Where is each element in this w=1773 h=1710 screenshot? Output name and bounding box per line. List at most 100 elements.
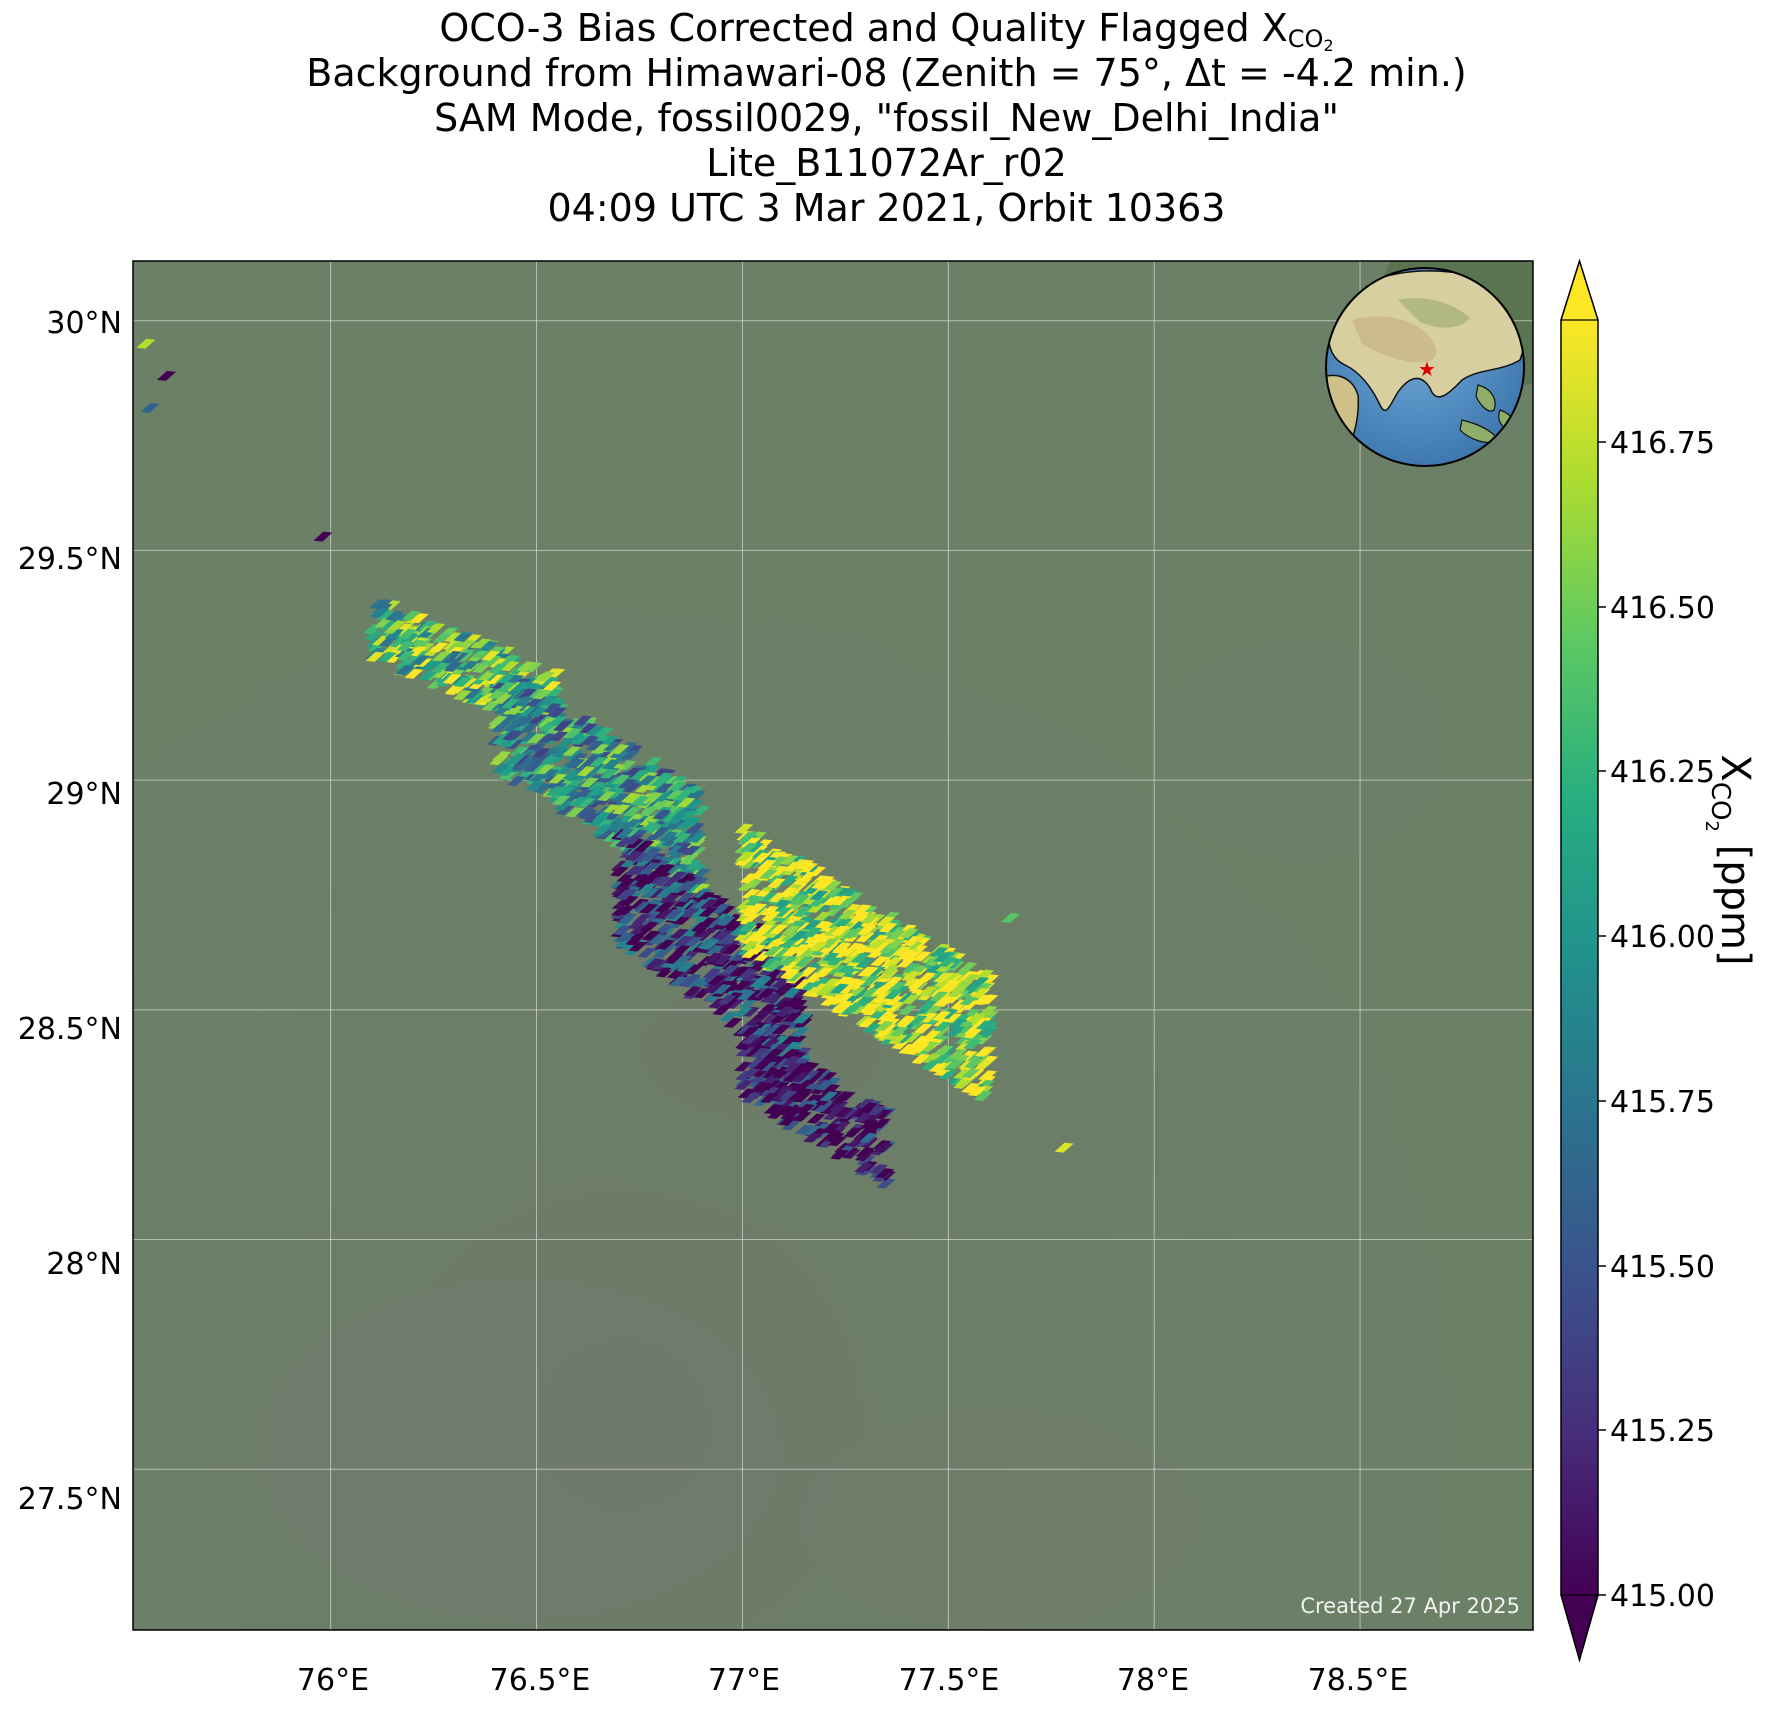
xco2-footprint [478,641,498,652]
xco2-footprint [731,966,751,977]
xco2-footprint [413,658,433,669]
xco2-footprint [723,1017,743,1028]
xco2-footprint [921,1053,941,1064]
target-star-icon: ★ [1418,357,1436,381]
xco2-footprint [973,1060,993,1071]
xco2-footprint [762,1068,782,1079]
xco2-footprint [741,1006,761,1017]
lat-tick-label: 27.5°N [18,1482,122,1517]
xco2-footprint [814,1102,834,1113]
xco2-footprint [668,976,688,987]
lon-tick-label: 76.5°E [490,1663,591,1698]
xco2-footprint [941,979,961,990]
xco2-footprint [822,895,842,906]
xco2-footprint [774,985,794,996]
xco2-footprint [750,1047,770,1058]
xco2-footprint [551,795,571,806]
xco2-footprint [717,994,737,1005]
xco2-footprint [698,907,718,918]
xco2-footprint [590,743,610,754]
xco2-footprint [901,994,921,1005]
xco2-footprint [833,1092,853,1103]
xco2-footprint [761,910,781,921]
xco2-footprint [493,693,513,704]
xco2-footprint [615,828,635,839]
xco2-footprint [643,757,663,768]
xco2-footprint [721,960,741,971]
xco2-footprint [661,893,681,904]
xco2-footprint [819,938,839,949]
xco2-footprint [961,1082,981,1093]
xco2-footprint [683,936,703,947]
xco2-footprint [490,722,510,733]
xco2-footprint [410,655,430,666]
xco2-footprint [974,1020,994,1031]
xco2-footprint [778,955,798,966]
xco2-footprint [509,746,529,757]
xco2-footprint [417,620,437,631]
xco2-footprint [784,1106,804,1117]
xco2-footprint [658,942,678,953]
xco2-footprint [737,881,757,892]
xco2-footprint [664,953,684,964]
xco2-footprint [736,990,756,1001]
xco2-footprint [518,688,538,699]
xco2-footprint [501,730,521,741]
xco2-footprint [902,1032,922,1043]
colorbar-tick-label: 415.00 [1610,1579,1715,1614]
xco2-footprint [398,628,418,639]
xco2-footprint [735,851,755,862]
xco2-footprint [738,832,758,843]
xco2-footprint [821,951,841,962]
xco2-footprint [667,781,687,792]
xco2-footprint [748,977,768,988]
xco2-footprint [793,987,813,998]
xco2-footprint [538,733,558,744]
xco2-footprint [719,1011,739,1022]
xco2-footprint [963,1058,983,1069]
xco2-footprint [884,1001,904,1012]
xco2-footprint [616,905,636,916]
xco2-footprint [680,907,700,918]
xco2-footprint [920,1041,940,1052]
xco2-footprint [928,1062,948,1073]
xco2-footprint [630,795,650,806]
xco2-footprint [639,806,659,817]
title-line-5: 04:09 UTC 3 Mar 2021, Orbit 10363 [547,186,1226,230]
xco2-footprint [815,985,835,996]
xco2-footprint [868,930,888,941]
xco2-footprint [763,1104,783,1115]
xco2-footprint [803,919,823,930]
xco2-footprints [136,338,1074,1189]
xco2-footprint [739,972,759,983]
xco2-footprint [624,838,644,849]
xco2-footprint [764,960,784,971]
xco2-footprint [902,930,922,941]
xco2-footprint [599,735,619,746]
xco2-footprint [707,975,727,986]
xco2-footprint [739,873,759,884]
xco2-footprint [529,707,549,718]
inset-globe: ★ [1325,267,1525,467]
xco2-footprint [733,1061,753,1072]
xco2-footprint [693,888,713,899]
xco2-footprint [671,809,691,820]
xco2-footprint [959,995,979,1006]
xco2-footprint [841,928,861,939]
xco2-footprint [763,945,783,956]
xco2-footprint [929,947,949,958]
xco2-footprint [814,967,834,978]
xco2-footprint [528,714,548,725]
xco2-footprint [637,883,657,894]
xco2-footprint [548,773,568,784]
xco2-footprint [975,969,995,980]
lon-tick-label: 76°E [297,1663,369,1698]
xco2-footprint [913,1023,933,1034]
xco2-footprint [772,1058,792,1069]
colorbar-tick-label: 416.00 [1610,920,1715,955]
xco2-footprint [795,1104,815,1115]
xco2-footprint [741,906,761,917]
xco2-footprint [676,892,696,903]
xco2-footprint [580,735,600,746]
xco2-footprint [578,723,598,734]
